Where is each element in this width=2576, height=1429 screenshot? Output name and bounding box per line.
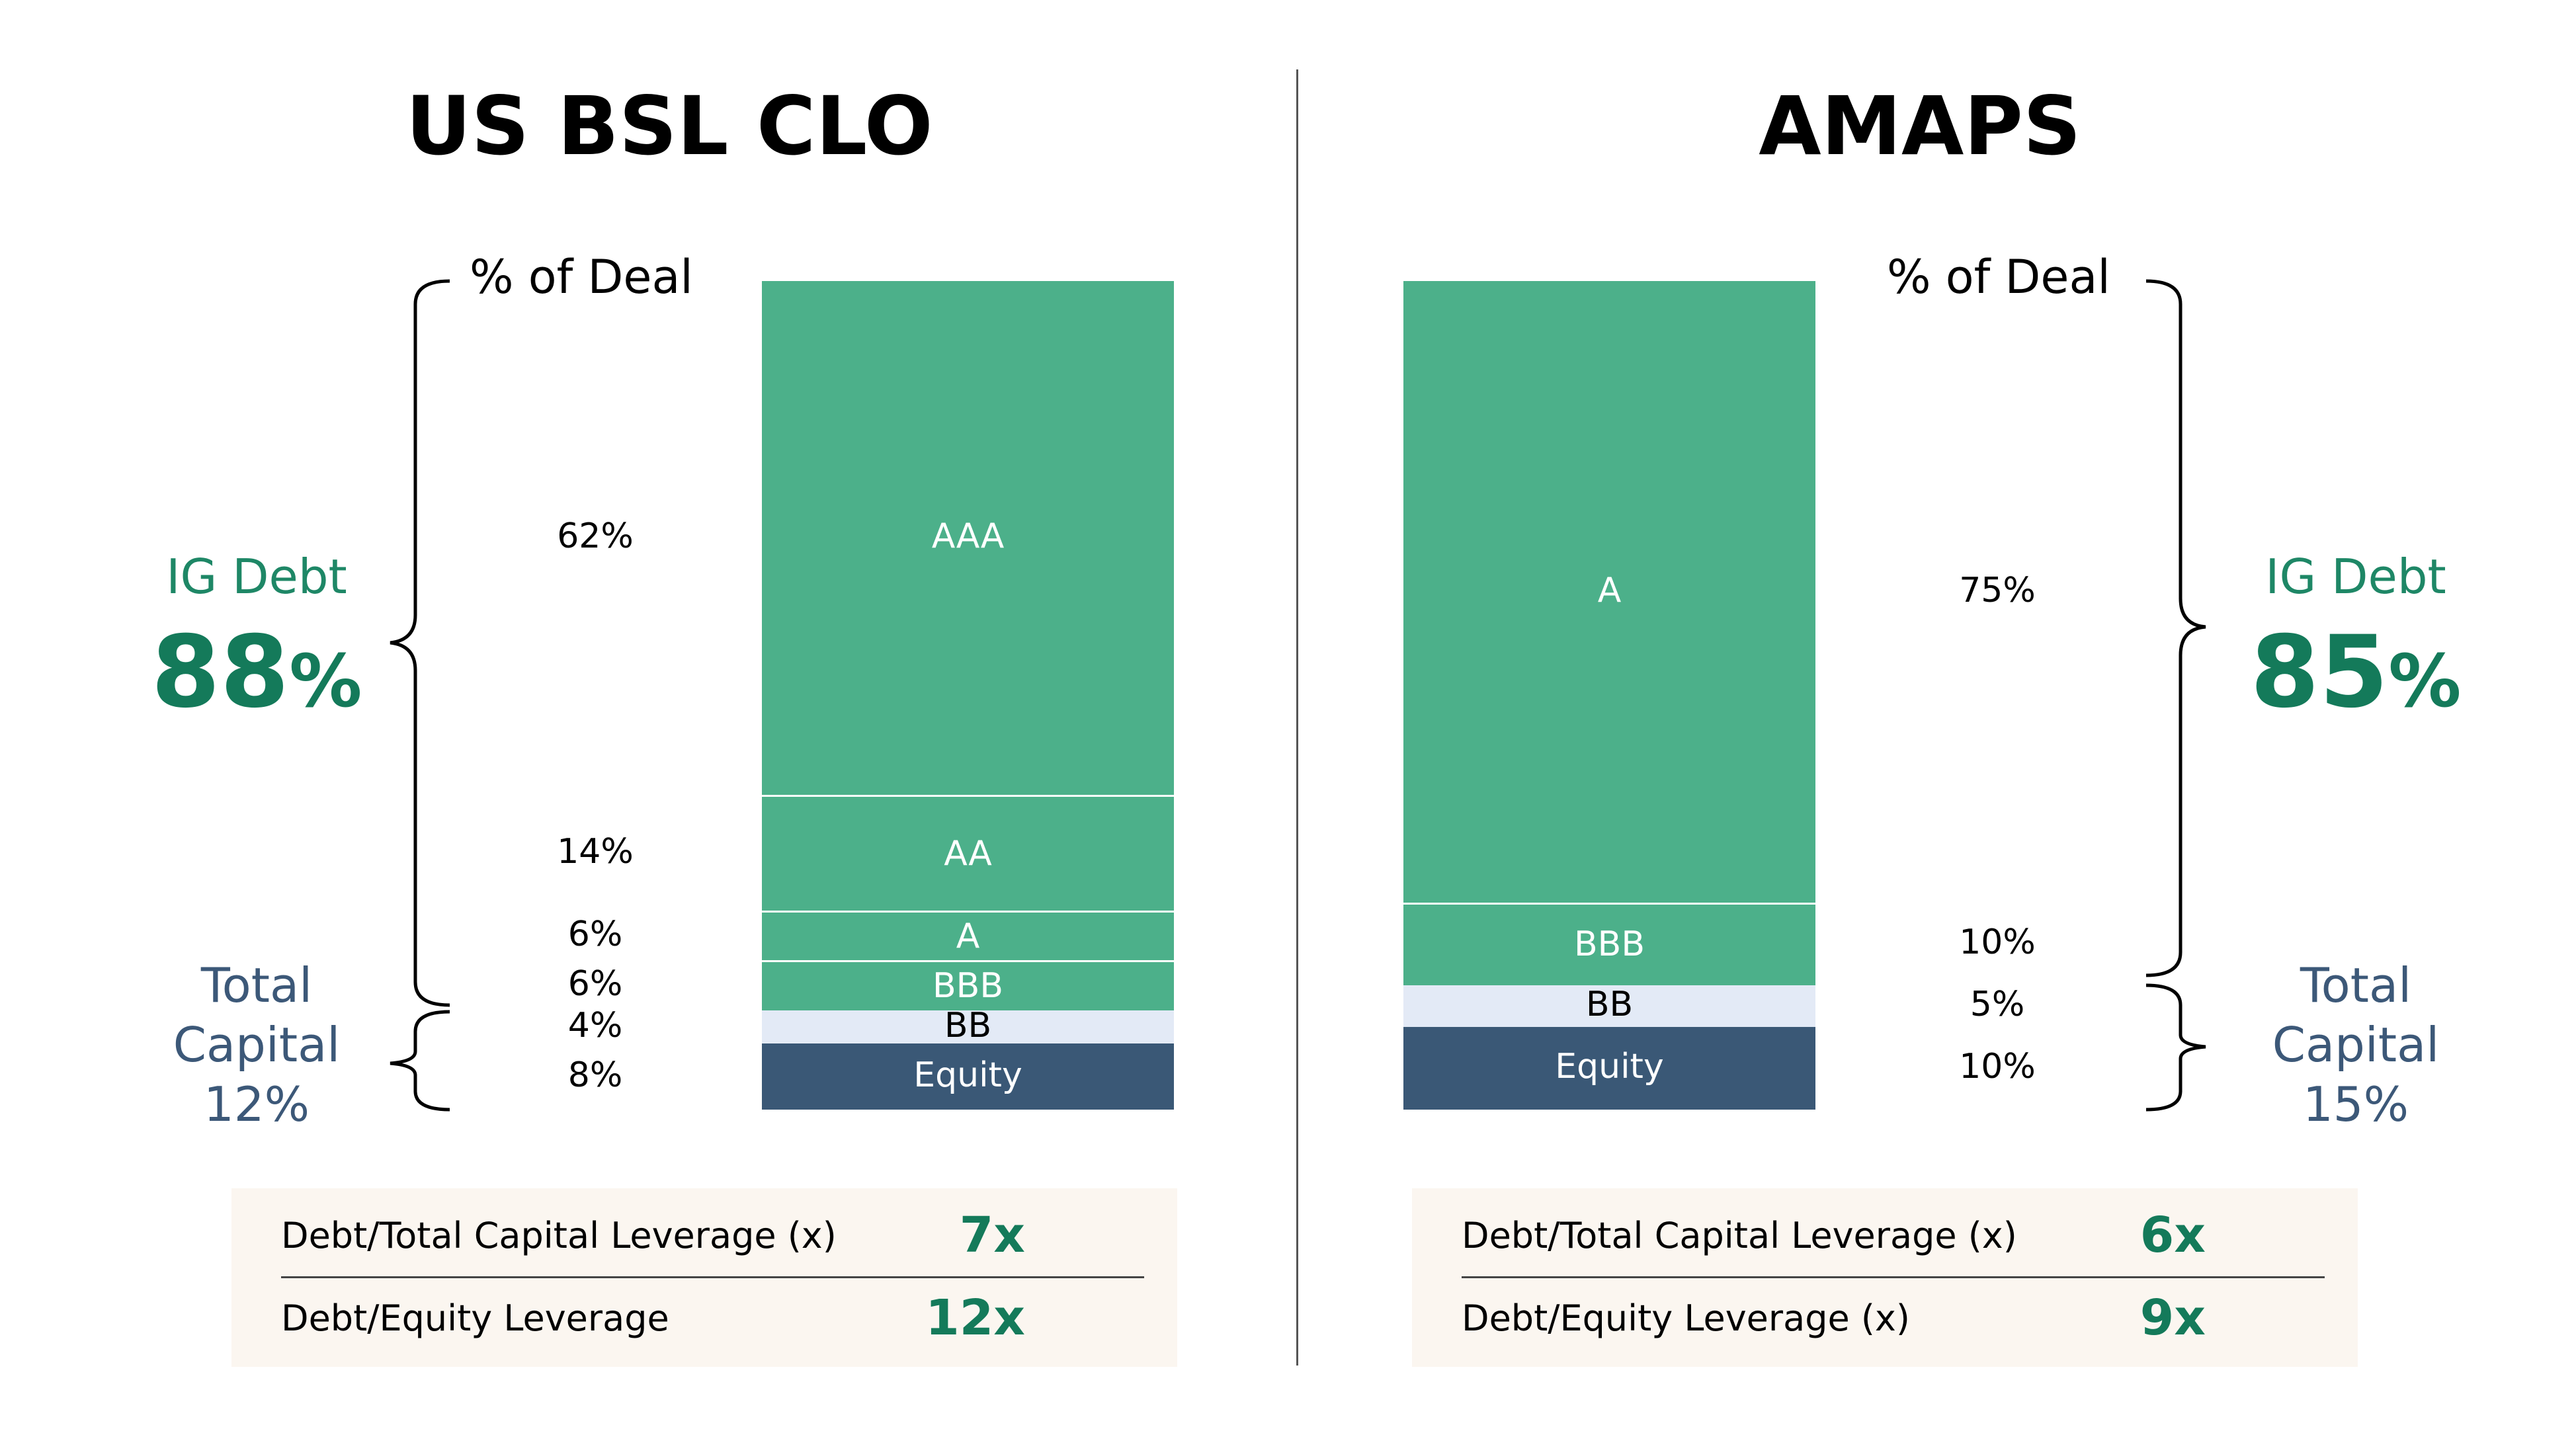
pct-label-aaa-left: 62%	[557, 516, 634, 557]
total-capital-value-left: 12%	[203, 1077, 310, 1132]
bar-segment-a-left: A	[762, 911, 1174, 961]
ig-debt-value-left: 88%	[151, 615, 362, 730]
leverage-label-equity-left: Debt/Equity Leverage	[281, 1297, 669, 1339]
stacked-bar-amaps: A BBB BB Equity	[1403, 281, 1815, 1110]
leverage-box-right: Debt/Total Capital Leverage (x) 6x Debt/…	[1412, 1188, 2358, 1367]
bar-segment-aaa-left: AAA	[762, 281, 1174, 795]
total-capital-value-right: 15%	[2302, 1077, 2409, 1132]
pct-labels-right: 75% 10% 5% 10%	[1931, 281, 2063, 1110]
bar-segment-label-a-left: A	[956, 916, 980, 956]
leverage-divider-right	[1462, 1276, 2325, 1278]
pct-of-deal-header-right: % of Deal	[1887, 250, 2110, 304]
ig-debt-label-left: IG Debt	[166, 549, 347, 604]
tc-bracket-right	[2145, 983, 2206, 1112]
pct-label-aa-left: 14%	[557, 831, 634, 872]
bar-segment-label-bbb-right: BBB	[1573, 924, 1645, 965]
leverage-divider-left	[281, 1276, 1144, 1278]
bar-segment-label-bbb-left: BBB	[932, 966, 1004, 1006]
pct-label-bbb-right: 10%	[1959, 922, 2036, 963]
pct-of-deal-header-left: % of Deal	[470, 250, 693, 304]
bar-segment-label-aaa-left: AAA	[931, 516, 1005, 557]
leverage-label-total-capital-left: Debt/Total Capital Leverage (x)	[281, 1215, 837, 1256]
panel-divider	[1296, 69, 1298, 1366]
chart-title-right: AMAPS	[1759, 79, 2081, 173]
leverage-value-total-capital-left: 7x	[959, 1207, 1025, 1264]
leverage-label-total-capital-right: Debt/Total Capital Leverage (x)	[1462, 1215, 2017, 1256]
bar-segment-label-aa-left: AA	[944, 833, 992, 874]
bar-segment-label-bb-left: BB	[944, 1005, 992, 1045]
total-capital-label-line2-left: Capital	[173, 1017, 341, 1073]
bar-segment-label-a-right: A	[1597, 570, 1622, 610]
bar-segment-label-equity-right: Equity	[1555, 1047, 1664, 1087]
total-capital-label-line1-left: Total	[200, 958, 313, 1013]
pct-label-a-right: 75%	[1959, 570, 2036, 610]
pct-label-bbb-left: 6%	[567, 964, 623, 1004]
bar-segment-bbb-left: BBB	[762, 960, 1174, 1010]
ig-bracket-left	[390, 279, 450, 1007]
total-capital-label-line1-right: Total	[2300, 958, 2412, 1013]
pct-label-bb-left: 4%	[567, 1005, 623, 1045]
bar-segment-equity-left: Equity	[762, 1043, 1174, 1110]
stacked-bar-us-bsl-clo: AAA AA A BBB BB Equity	[762, 281, 1174, 1110]
leverage-value-equity-right: 9x	[2140, 1289, 2206, 1346]
ig-debt-value-right: 85%	[2250, 615, 2462, 730]
bar-segment-label-bb-right: BB	[1585, 985, 1634, 1025]
pct-labels-left: 62% 14% 6% 6% 4% 8%	[529, 281, 661, 1110]
bar-segment-bbb-right: BBB	[1403, 902, 1815, 986]
total-capital-right: Total Capital 15%	[2223, 956, 2488, 1134]
leverage-label-equity-right: Debt/Equity Leverage (x)	[1462, 1297, 1910, 1339]
leverage-box-left: Debt/Total Capital Leverage (x) 7x Debt/…	[231, 1188, 1177, 1367]
bar-segment-bb-right: BB	[1403, 985, 1815, 1027]
pct-label-bb-right: 5%	[1970, 985, 2025, 1025]
total-capital-label-line2-right: Capital	[2272, 1017, 2440, 1073]
chart-title-left: US BSL CLO	[405, 79, 933, 173]
pct-label-equity-left: 8%	[567, 1055, 623, 1095]
leverage-value-total-capital-right: 6x	[2140, 1207, 2206, 1264]
bar-segment-equity-right: Equity	[1403, 1026, 1815, 1110]
bar-segment-bb-left: BB	[762, 1006, 1174, 1045]
leverage-value-equity-left: 12x	[925, 1289, 1025, 1346]
tc-bracket-left	[390, 1010, 450, 1112]
total-capital-left: Total Capital 12%	[124, 956, 389, 1134]
pct-label-a-left: 6%	[567, 914, 623, 954]
bar-segment-aa-left: AA	[762, 794, 1174, 911]
ig-bracket-right	[2145, 279, 2206, 977]
bar-segment-a-right: A	[1403, 281, 1815, 903]
bar-segment-label-equity-left: Equity	[913, 1055, 1022, 1095]
pct-label-equity-right: 10%	[1959, 1047, 2036, 1087]
ig-debt-label-right: IG Debt	[2265, 549, 2446, 604]
